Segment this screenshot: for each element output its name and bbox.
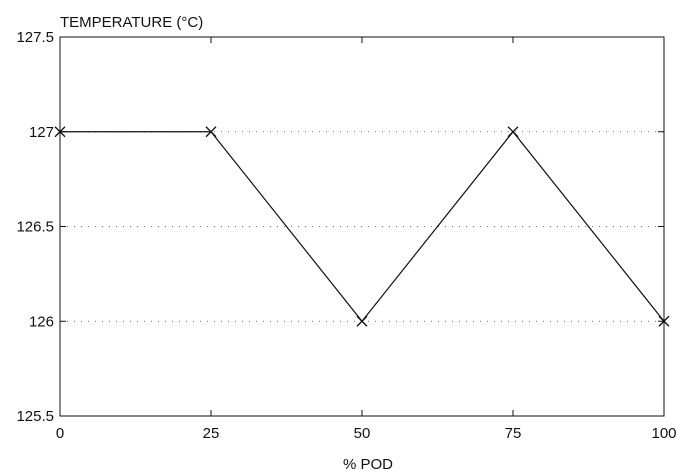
x-tick-label-3: 75 [505, 425, 522, 442]
y-tick-label-4: 127.5 [16, 29, 54, 46]
y-tick-label-3: 127 [29, 124, 54, 141]
x-tick-label-1: 25 [203, 425, 220, 442]
data-point-0-2 [356, 315, 368, 327]
x-tick-label-4: 100 [651, 425, 676, 442]
x-axis-label: % POD [343, 456, 393, 473]
x-tick-label-0: 0 [56, 425, 64, 442]
y-tick-label-1: 126 [29, 313, 54, 330]
y-tick-label-0: 125.5 [16, 408, 54, 425]
data-point-0-1 [205, 126, 217, 138]
y-axis-label: TEMPERATURE (°C) [60, 14, 203, 31]
data-point-0-4 [658, 315, 670, 327]
x-tick-label-2: 50 [354, 425, 371, 442]
data-point-0-0 [54, 126, 66, 138]
data-point-0-3 [507, 126, 519, 138]
y-tick-label-2: 126.5 [16, 219, 54, 236]
